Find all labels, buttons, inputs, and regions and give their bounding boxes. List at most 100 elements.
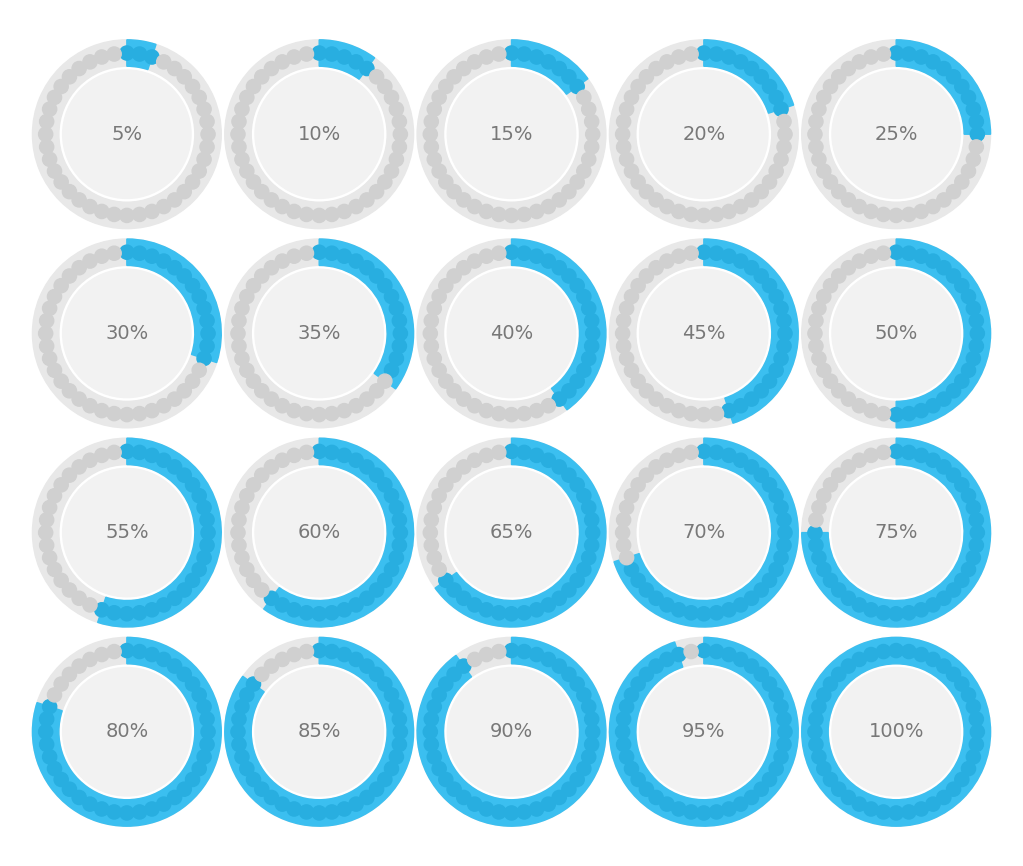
Circle shape	[43, 501, 56, 514]
Wedge shape	[610, 637, 798, 826]
Circle shape	[232, 737, 247, 752]
Circle shape	[47, 164, 61, 178]
Circle shape	[672, 50, 685, 64]
Circle shape	[120, 607, 134, 621]
Circle shape	[962, 289, 976, 304]
Circle shape	[616, 326, 630, 340]
Circle shape	[812, 551, 826, 565]
Circle shape	[745, 791, 759, 805]
Circle shape	[132, 246, 146, 261]
Circle shape	[562, 782, 576, 796]
Circle shape	[39, 526, 53, 540]
Circle shape	[300, 805, 314, 819]
Circle shape	[639, 782, 654, 796]
Circle shape	[504, 806, 519, 820]
Circle shape	[425, 513, 439, 527]
Circle shape	[255, 782, 269, 796]
Circle shape	[480, 404, 493, 417]
Circle shape	[962, 562, 976, 577]
Wedge shape	[512, 40, 588, 94]
Circle shape	[584, 538, 598, 553]
Circle shape	[967, 102, 980, 116]
Circle shape	[107, 246, 122, 261]
Circle shape	[247, 279, 261, 293]
Circle shape	[954, 772, 969, 786]
Circle shape	[504, 245, 519, 259]
Circle shape	[967, 301, 980, 315]
Circle shape	[889, 408, 903, 422]
Circle shape	[132, 644, 146, 659]
Circle shape	[624, 688, 638, 702]
Text: 5%: 5%	[112, 125, 142, 144]
Circle shape	[774, 551, 788, 565]
Circle shape	[177, 782, 191, 796]
Circle shape	[649, 61, 663, 75]
Circle shape	[809, 139, 824, 154]
Circle shape	[915, 603, 928, 617]
Circle shape	[552, 659, 567, 673]
Circle shape	[672, 449, 685, 462]
Circle shape	[970, 526, 984, 540]
Circle shape	[120, 643, 134, 657]
Circle shape	[239, 488, 254, 503]
Circle shape	[54, 374, 69, 388]
Circle shape	[946, 184, 961, 198]
Circle shape	[639, 583, 654, 597]
Circle shape	[185, 374, 199, 388]
Circle shape	[697, 444, 711, 458]
Circle shape	[264, 261, 278, 275]
Circle shape	[762, 677, 776, 691]
Circle shape	[504, 209, 519, 223]
Circle shape	[889, 209, 903, 223]
Circle shape	[447, 668, 576, 796]
Circle shape	[132, 445, 146, 460]
Circle shape	[492, 605, 506, 620]
Circle shape	[192, 289, 207, 304]
Circle shape	[232, 712, 247, 727]
Circle shape	[617, 737, 631, 752]
Circle shape	[392, 114, 406, 129]
Circle shape	[777, 326, 792, 340]
Circle shape	[47, 562, 61, 577]
Circle shape	[428, 301, 441, 315]
Circle shape	[824, 80, 838, 94]
Circle shape	[776, 139, 791, 154]
Circle shape	[812, 352, 826, 365]
Circle shape	[239, 289, 254, 304]
Circle shape	[439, 279, 453, 293]
Circle shape	[631, 279, 646, 293]
Circle shape	[255, 469, 384, 597]
Circle shape	[275, 55, 290, 69]
Circle shape	[385, 761, 399, 776]
Circle shape	[447, 70, 576, 198]
Circle shape	[432, 164, 446, 178]
Circle shape	[40, 139, 54, 154]
Circle shape	[95, 449, 108, 462]
Circle shape	[745, 193, 759, 207]
Wedge shape	[512, 239, 606, 410]
Circle shape	[577, 488, 591, 503]
Circle shape	[577, 562, 591, 577]
Circle shape	[177, 384, 191, 397]
Circle shape	[425, 114, 439, 129]
Circle shape	[468, 652, 482, 667]
Circle shape	[530, 802, 543, 816]
Circle shape	[324, 406, 339, 421]
Circle shape	[733, 55, 748, 69]
Circle shape	[424, 526, 438, 540]
Circle shape	[369, 269, 384, 283]
Circle shape	[231, 326, 246, 340]
Circle shape	[447, 469, 461, 482]
Circle shape	[392, 513, 406, 527]
Circle shape	[468, 398, 482, 413]
Circle shape	[239, 164, 254, 178]
Circle shape	[889, 46, 903, 60]
Circle shape	[624, 164, 638, 178]
Wedge shape	[225, 637, 413, 826]
Circle shape	[530, 449, 543, 462]
Wedge shape	[417, 239, 606, 428]
Wedge shape	[225, 40, 413, 229]
Circle shape	[425, 538, 439, 553]
Circle shape	[201, 127, 215, 141]
Circle shape	[967, 352, 980, 365]
